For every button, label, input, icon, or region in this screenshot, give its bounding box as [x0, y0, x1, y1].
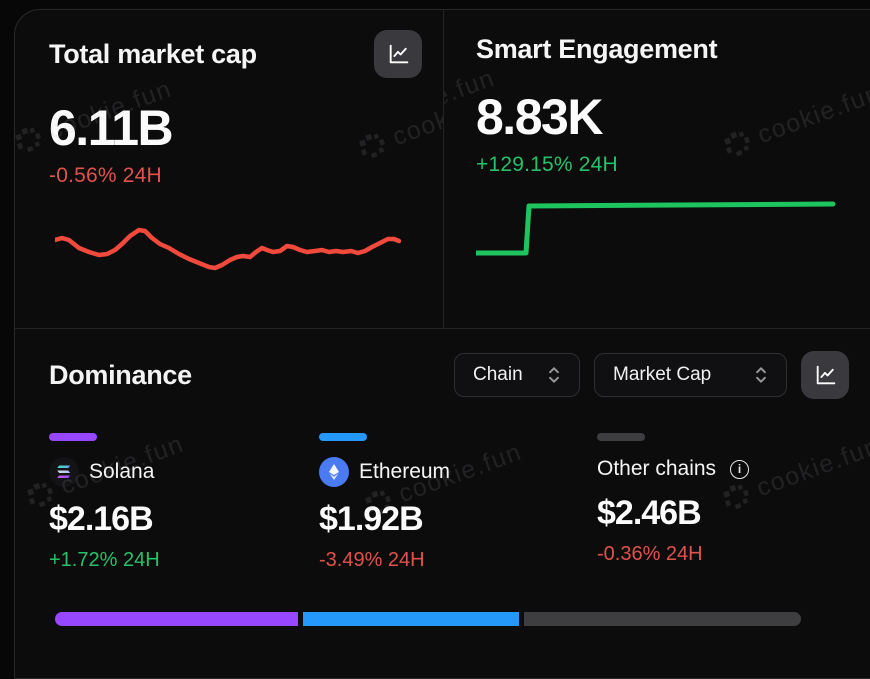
- chain-name: Ethereum: [359, 460, 451, 483]
- total-market-cap-change: -0.56% 24H: [49, 164, 162, 187]
- ethereum-stat-column: Ethereum $1.92B -3.49% 24H: [319, 433, 597, 572]
- solana-legend-pill: [49, 433, 97, 441]
- chevron-up-down-icon: [756, 367, 766, 383]
- dominance-stacked-bar: [55, 612, 801, 626]
- other-chains-legend-pill: [597, 433, 645, 441]
- ethereum-bar-segment: [303, 612, 520, 626]
- dominance-controls: Chain Market Cap: [454, 351, 849, 399]
- top-stats-row: cookie.fun cookie.fun Total market cap 6…: [15, 10, 870, 329]
- chain-name: Solana: [89, 460, 155, 483]
- chain-name: Other chains: [597, 457, 717, 480]
- chain-value: $2.16B: [49, 500, 154, 538]
- dominance-chart-toggle-button[interactable]: [801, 351, 849, 399]
- chevron-up-down-icon: [549, 367, 559, 383]
- total-market-cap-card: cookie.fun cookie.fun Total market cap 6…: [15, 10, 444, 328]
- chain-stats-row: Solana $2.16B +1.72% 24H Ethereum $1.: [49, 433, 849, 572]
- total-market-cap-value: 6.11B: [49, 100, 174, 156]
- solana-bar-segment: [55, 612, 299, 626]
- chain-change: -3.49% 24H: [319, 549, 425, 571]
- solana-icon: [49, 457, 79, 487]
- other-chains-bar-segment: [524, 612, 801, 626]
- chain-filter-label: Chain: [473, 364, 523, 385]
- chain-change: -0.36% 24H: [597, 543, 703, 565]
- market-cap-chart-toggle-button[interactable]: [374, 30, 422, 78]
- line-chart-icon: [816, 365, 835, 384]
- dominance-title: Dominance: [49, 359, 192, 390]
- dominance-section: cookie.fun cookie.fun cookie.fun Dominan…: [15, 329, 870, 660]
- metric-filter-dropdown[interactable]: Market Cap: [594, 353, 787, 397]
- total-market-cap-title: Total market cap: [49, 38, 257, 69]
- dashboard-card: cookie.fun cookie.fun Total market cap 6…: [14, 9, 870, 679]
- cookie-icon: [15, 127, 42, 153]
- metric-filter-label: Market Cap: [613, 364, 712, 385]
- smart-engagement-card: cookie.fun cookie.fun Smart Engagement 8…: [444, 10, 870, 328]
- market-cap-sparkline: [55, 227, 401, 271]
- smart-engagement-sparkline: [476, 201, 836, 256]
- smart-engagement-change: +129.15% 24H: [476, 153, 618, 176]
- solana-stat-column: Solana $2.16B +1.72% 24H: [49, 433, 319, 572]
- chain-filter-dropdown[interactable]: Chain: [454, 353, 580, 397]
- other-chains-stat-column: Other chains i $2.46B -0.36% 24H: [597, 433, 849, 572]
- smart-engagement-value: 8.83K: [476, 89, 603, 145]
- ethereum-icon: [319, 457, 349, 487]
- chain-value: $1.92B: [319, 500, 424, 538]
- chain-change: +1.72% 24H: [49, 549, 160, 571]
- line-chart-icon: [389, 44, 408, 63]
- ethereum-legend-pill: [319, 433, 367, 441]
- chain-value: $2.46B: [597, 494, 702, 532]
- info-icon[interactable]: i: [730, 459, 750, 479]
- smart-engagement-title: Smart Engagement: [476, 34, 718, 64]
